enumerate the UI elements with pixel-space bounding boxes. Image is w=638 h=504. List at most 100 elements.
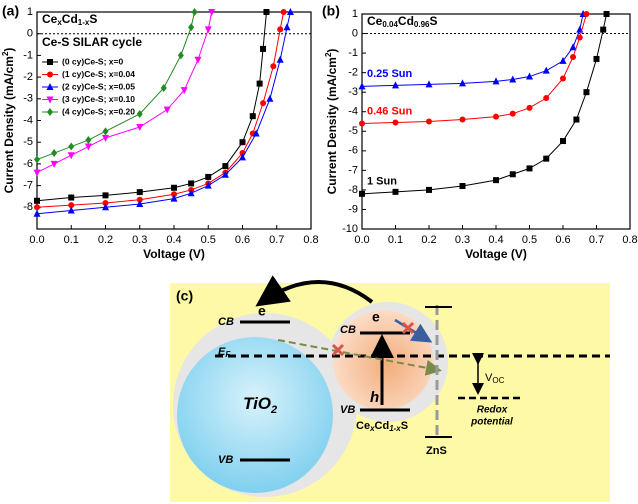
data-point [136,124,144,132]
data-point [194,56,202,64]
data-point [509,171,516,178]
data-point [136,200,144,208]
data-point [221,170,229,178]
legend-label: (1 cy)Ce-S; x=0.04 [62,69,135,79]
data-point [136,196,143,203]
data-point [67,206,75,214]
plot-frame [361,13,631,230]
data-point [33,169,41,177]
data-point [603,11,610,17]
x-tick-label: 0.2 [98,234,113,246]
data-point [559,56,567,64]
legend-label: (4 cy)Ce-S; x=0.20 [62,106,135,116]
data-point [50,160,58,168]
x-tick-label: 0.5 [522,234,537,246]
data-point [263,9,270,15]
legend-label: (0 cy)Ce-S; x=0 [62,56,123,66]
data-point [570,54,577,60]
x-tick-label: 0.6 [235,234,250,246]
data-point [509,75,517,83]
data-point [191,8,198,16]
label: e [372,309,380,325]
data-point [136,189,143,196]
legend-marker [47,59,53,65]
y-tick-label: -1 [23,49,33,61]
data-point [270,63,277,70]
legend-marker [47,71,53,78]
x-tick-label: 0.4 [488,234,503,246]
data-point [543,155,550,162]
data-point [85,136,92,145]
data-point [526,72,533,80]
text-part: ) [325,49,339,53]
y-tick-label: -5 [348,125,358,137]
data-point [163,106,171,114]
data-point [526,165,533,172]
series-line [36,11,285,208]
legend-marker [46,96,54,104]
data-point [493,177,499,184]
data-point [359,190,365,197]
text-part: x [57,18,62,27]
series-line [361,13,584,87]
label: e [258,303,266,319]
data-point [239,153,246,161]
data-point [188,23,195,32]
data-point [171,191,177,198]
data-point [583,11,590,17]
data-point [392,81,399,89]
y-tick-label: 1 [352,8,358,20]
y-tick-label: -6 [348,145,358,157]
data-point [593,55,600,62]
text-part: Current Density (mA/cm [2,56,16,193]
data-point [459,116,466,123]
text-part: 2 [1,51,10,56]
text-part: Current Density (mA/cm [325,57,339,194]
data-point [543,95,550,102]
label: CexCd1-xS [356,420,408,433]
x-axis-label: Voltage (V) [465,247,527,261]
data-point [102,199,109,206]
x-tick-label: 0.3 [455,234,470,246]
data-point [560,75,566,82]
annotation: Ce-S SILAR cycle [42,35,142,49]
series-line [36,11,291,215]
data-point [426,186,432,193]
data-point [277,26,284,33]
label: ZnS [426,445,447,457]
data-point [392,119,399,126]
data-point [136,109,143,118]
y-tick-label: -7 [348,164,358,176]
text-part: ) [2,48,16,52]
data-point [204,26,212,34]
legend-marker [47,108,53,116]
text-part: 0.96 [414,20,430,29]
label: potential [470,417,513,428]
x-tick-label: 0.7 [269,234,284,246]
data-point [286,8,294,15]
y-axis-label: Current Density (mA/cm2) [1,48,16,194]
data-point [526,104,533,111]
x-tick-label: 0.3 [132,234,147,246]
text-part: Ce [367,14,383,28]
data-point [33,209,41,217]
data-point [171,184,177,191]
data-point [68,142,75,151]
label: EF [218,346,231,359]
x-axis-label: Voltage (V) [143,247,205,261]
y-tick-label: -1 [348,47,358,59]
y-tick-label: 0 [27,28,33,40]
data-point [283,23,291,31]
data-point [205,173,212,180]
data-point [560,138,566,145]
x-tick-label: 0.4 [166,234,181,246]
data-point [260,100,267,107]
data-point [426,118,432,125]
legend-label: (2 cy)Ce-S; x=0.05 [62,81,135,91]
data-point [239,139,246,146]
chart-title: CexCd1-xS [42,12,97,27]
label: Redox [477,405,508,416]
data-point [459,79,466,87]
data-point [67,152,75,160]
